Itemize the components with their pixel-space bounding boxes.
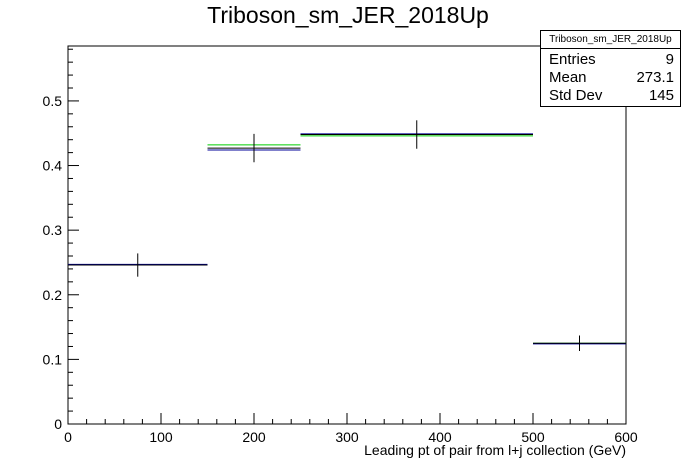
histogram-series (68, 120, 626, 351)
x-tick-label: 100 (149, 429, 173, 445)
x-axis: 0 100 200 300 400 500 600 (64, 413, 638, 445)
stats-label: Mean (549, 69, 587, 86)
y-tick-label: 0.3 (43, 222, 63, 238)
y-tick-label: 0.4 (43, 158, 63, 174)
x-tick-label: 600 (614, 429, 638, 445)
stats-box: Triboson_sm_JER_2018Up Entries 9 Mean 27… (540, 30, 681, 107)
y-tick-label: 0 (54, 416, 62, 432)
stats-row-mean: Mean 273.1 (549, 69, 674, 87)
y-tick-label: 0.5 (43, 93, 63, 109)
x-axis-label: Leading pt of pair from l+j collection (… (364, 442, 626, 458)
x-tick-label: 0 (64, 429, 72, 445)
y-axis: 0 0.1 0.2 0.3 0.4 0.5 (43, 48, 79, 432)
x-tick-label: 200 (242, 429, 266, 445)
stats-box-title: Triboson_sm_JER_2018Up (541, 31, 680, 49)
x-tick-label: 400 (428, 429, 452, 445)
y-tick-label: 0.1 (43, 351, 63, 367)
stats-row-entries: Entries 9 (549, 51, 674, 69)
x-tick-label: 300 (335, 429, 359, 445)
stats-row-stddev: Std Dev 145 (549, 87, 674, 105)
stats-label: Entries (549, 51, 596, 68)
stats-value: 145 (648, 87, 674, 104)
x-tick-label: 500 (521, 429, 545, 445)
stats-value: 273.1 (636, 69, 674, 86)
stats-label: Std Dev (549, 87, 603, 104)
stats-value: 9 (665, 51, 674, 68)
y-tick-label: 0.2 (43, 287, 63, 303)
chart-title: Triboson_sm_JER_2018Up (207, 2, 489, 28)
